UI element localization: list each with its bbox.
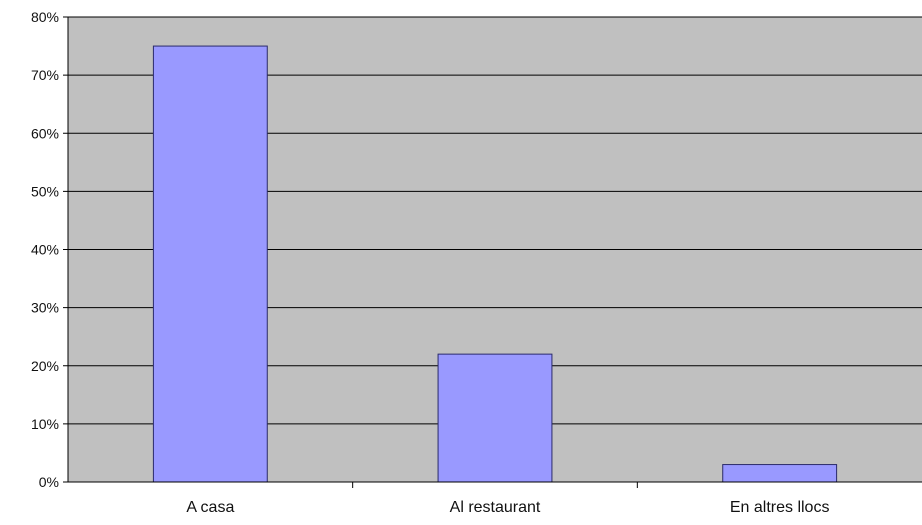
y-tick-label: 0% xyxy=(39,474,59,490)
y-tick-label: 20% xyxy=(31,358,59,374)
y-tick-label: 50% xyxy=(31,183,59,199)
y-tick-label: 80% xyxy=(31,9,59,25)
y-tick-label: 40% xyxy=(31,242,59,258)
x-category-labels: A casa Al restaurant En altres llocs xyxy=(186,499,829,516)
axes xyxy=(63,16,922,488)
y-tick-label: 60% xyxy=(31,125,59,141)
y-tick-label: 30% xyxy=(31,300,59,316)
bar-2 xyxy=(722,464,838,483)
x-category-label: Al restaurant xyxy=(450,499,541,516)
y-tick-labels: 0% 10% 20% 30% 40% 50% 60% 70% 80% xyxy=(31,9,59,490)
bar-0 xyxy=(152,45,268,483)
y-tick-label: 10% xyxy=(31,416,59,432)
x-category-label: En altres llocs xyxy=(730,499,830,516)
y-tick-label: 70% xyxy=(31,67,59,83)
x-category-label: A casa xyxy=(186,499,234,516)
bars xyxy=(152,45,838,483)
bar-1 xyxy=(437,353,553,483)
